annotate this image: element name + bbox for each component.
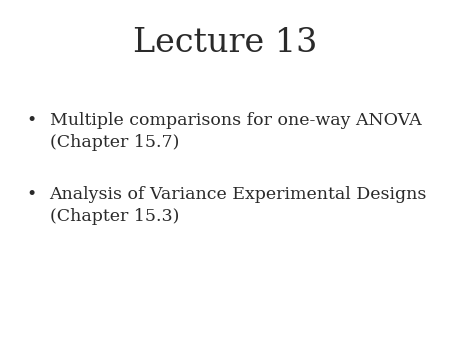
- Text: •: •: [27, 186, 36, 203]
- Text: Multiple comparisons for one-way ANOVA
(Chapter 15.7): Multiple comparisons for one-way ANOVA (…: [50, 112, 421, 151]
- Text: Analysis of Variance Experimental Designs
(Chapter 15.3): Analysis of Variance Experimental Design…: [50, 186, 427, 225]
- Text: •: •: [27, 112, 36, 128]
- Text: Lecture 13: Lecture 13: [133, 27, 317, 59]
